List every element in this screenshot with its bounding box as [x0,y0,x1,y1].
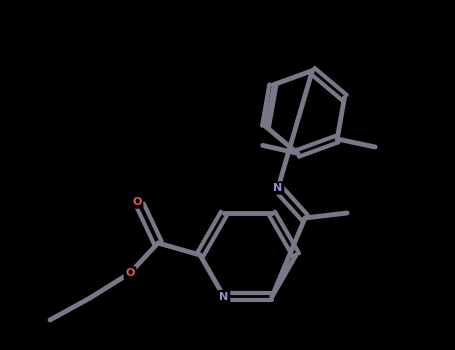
Text: O: O [125,268,135,278]
Text: N: N [219,292,228,302]
Text: N: N [273,183,283,193]
Text: O: O [132,197,142,207]
